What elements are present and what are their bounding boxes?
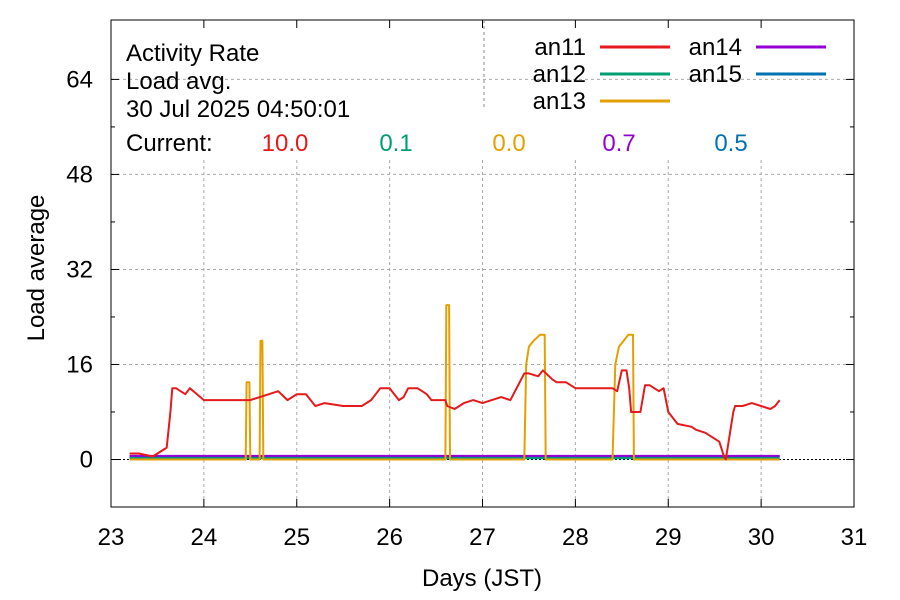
chart-timestamp: 30 Jul 2025 04:50:01 (126, 96, 350, 123)
series-lines (129, 304, 781, 461)
x-tick-label: 24 (191, 524, 218, 551)
x-tick-label: 30 (748, 524, 775, 551)
grid-lines (111, 78, 854, 507)
chart-title-line-1: Activity Rate (126, 40, 259, 67)
x-tick-label: 27 (469, 524, 496, 551)
x-tick-label: 29 (655, 524, 682, 551)
current-label: Current: (126, 130, 213, 157)
current-value-an12: 0.1 (379, 130, 412, 157)
current-value-an11: 10.0 (262, 130, 309, 157)
series-line-an13 (129, 304, 780, 461)
legend-label-an15: an15 (689, 61, 742, 88)
x-axis-label: Days (JST) (422, 565, 542, 592)
legend-label-an11: an11 (534, 34, 586, 61)
legend-label-an14: an14 (689, 34, 742, 61)
axis-ticks (110, 20, 855, 507)
current-values: 10.0 0.1 0.0 0.7 0.5 (262, 130, 748, 157)
x-tick-label: 23 (98, 524, 125, 551)
x-tick-label: 28 (562, 524, 589, 551)
y-tick-label: 16 (66, 351, 93, 378)
x-tick-labels: 23 24 25 26 27 28 29 30 31 (98, 524, 868, 551)
chart-title-line-2: Load avg. (126, 68, 231, 95)
x-tick-label: 25 (283, 524, 310, 551)
y-tick-label: 32 (66, 256, 93, 283)
y-tick-label: 64 (66, 66, 93, 93)
x-tick-label: 26 (376, 524, 403, 551)
current-value-an14: 0.7 (602, 130, 635, 157)
y-tick-labels: 0 16 32 48 64 (66, 66, 93, 473)
y-axis-label: Load average (23, 195, 50, 342)
current-value-an13: 0.0 (492, 130, 525, 157)
legend-label-an12: an12 (533, 61, 586, 88)
y-tick-label: 48 (66, 161, 93, 188)
x-tick-label: 31 (841, 524, 868, 551)
legend-label-an13: an13 (533, 88, 586, 115)
y-tick-label: 0 (80, 446, 93, 473)
current-value-an15: 0.5 (714, 130, 747, 157)
series-line-an11 (129, 369, 781, 461)
